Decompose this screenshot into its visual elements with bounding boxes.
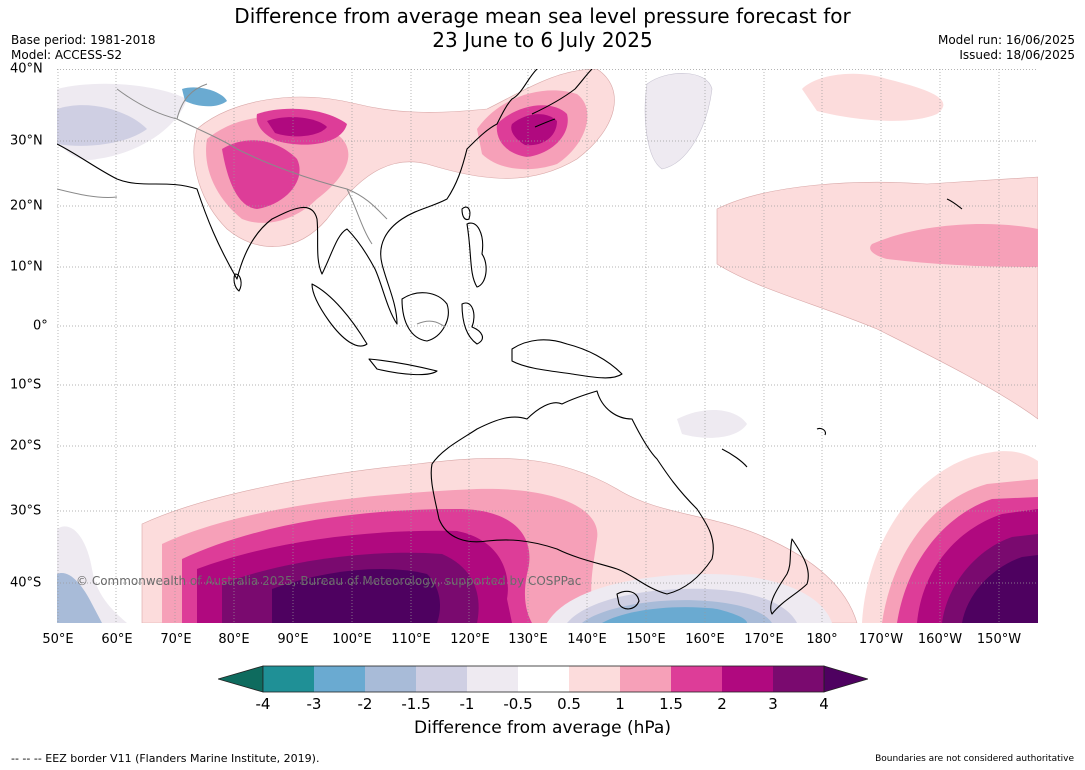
lon-label-150w: 150°W	[976, 632, 1022, 647]
anomaly-contour	[677, 409, 747, 438]
lat-label-10s: 10°S	[10, 377, 42, 393]
anomaly-contour	[222, 140, 300, 209]
colorbar-segment	[569, 666, 620, 692]
map-panel	[57, 69, 1038, 623]
lon-label-130e: 130°E	[508, 632, 548, 647]
title-line-2: 23 June to 6 July 2025	[432, 28, 653, 52]
anomaly-contour	[272, 569, 440, 623]
colorbar-extend-high	[823, 665, 868, 693]
lon-label-180: 180°	[806, 632, 838, 647]
new-zealand-coastline	[770, 538, 809, 615]
colorbar-label: -0.5	[503, 695, 533, 713]
colorbar-label: -4	[255, 695, 271, 713]
anomaly-contour	[802, 73, 944, 121]
colorbar-segment	[518, 666, 569, 692]
java-coastline	[368, 358, 438, 376]
colorbar-segment	[314, 666, 365, 692]
lon-label-90e: 90°E	[277, 632, 309, 647]
anomaly-contour	[57, 573, 102, 623]
lat-label-30n: 30°N	[10, 133, 43, 149]
lon-label-70e: 70°E	[160, 632, 192, 647]
lon-label-80e: 80°E	[218, 632, 250, 647]
colorbar-label: 4	[819, 695, 829, 713]
pressure-anomaly-map	[57, 69, 1038, 623]
anomaly-contour	[870, 224, 1038, 267]
colorbar-segment	[671, 666, 722, 692]
map-title: Difference from average mean sea level p…	[0, 4, 1085, 52]
issued-date: Issued: 18/06/2025	[959, 48, 1075, 62]
lat-label-40s: 40°S	[10, 575, 42, 591]
lon-label-160e: 160°E	[685, 632, 725, 647]
lon-label-150e: 150°E	[626, 632, 666, 647]
lat-label-20n: 20°N	[10, 198, 43, 214]
tasmania-coastline	[616, 590, 640, 610]
model-run: Model run: 16/06/2025	[937, 33, 1075, 47]
colorbar-segment	[365, 666, 416, 692]
hawaii-coastline	[946, 198, 963, 210]
boundaries-disclaimer: Boundaries are not considered authoritat…	[875, 754, 1074, 764]
colorbar-segment	[620, 666, 671, 692]
sulawesi-coastline	[461, 302, 483, 345]
copyright-credit: © Commonwealth of Australia 2025, Bureau…	[76, 574, 582, 588]
anomaly-contour	[267, 117, 327, 137]
lon-label-170w: 170°W	[858, 632, 904, 647]
graticule	[57, 69, 1038, 623]
lat-label-40n: 40°N	[10, 61, 43, 77]
colorbar-segment	[467, 666, 518, 692]
colorbar-label: -1	[459, 695, 475, 713]
anomaly-contour	[602, 607, 747, 623]
colorbar-label: 1	[615, 695, 625, 713]
japan-coastline	[531, 69, 593, 128]
anomaly-contour	[962, 555, 1038, 623]
coastlines	[57, 69, 963, 615]
colorbar-label: -2	[357, 695, 373, 713]
anomaly-contour	[511, 114, 557, 146]
colorbar-label: -3	[306, 695, 322, 713]
colorbar-segment	[773, 666, 824, 692]
colorbar-label: 2	[717, 695, 727, 713]
lon-label-50e: 50°E	[42, 632, 74, 647]
anomaly-contour	[57, 105, 147, 146]
country-borders	[57, 83, 446, 328]
anomaly-contour	[644, 73, 713, 170]
colorbar-label: 3	[768, 695, 778, 713]
lon-label-110e: 110°E	[391, 632, 431, 647]
new-caledonia-coastline	[721, 448, 748, 468]
new-guinea-coastline	[511, 339, 623, 379]
lon-label-140e: 140°E	[567, 632, 607, 647]
lon-label-120e: 120°E	[450, 632, 490, 647]
colorbar-label: 1.5	[659, 695, 683, 713]
anomaly-contour	[716, 176, 1038, 420]
sumatra-coastline	[311, 283, 368, 347]
lon-label-100e: 100°E	[332, 632, 372, 647]
asia-coastline	[57, 69, 538, 325]
taiwan-coastline	[461, 206, 471, 221]
australia-coastline	[430, 390, 714, 595]
lat-label-10n: 10°N	[10, 259, 43, 275]
lat-label-0: 0°	[33, 318, 48, 334]
colorbar-segment	[416, 666, 467, 692]
lon-label-170e: 170°E	[744, 632, 784, 647]
lon-label-60e: 60°E	[101, 632, 133, 647]
sri-lanka-coastline	[233, 273, 242, 292]
lon-label-160w: 160°W	[917, 632, 963, 647]
colorbar-title: Difference from average (hPa)	[414, 718, 671, 738]
model-name: Model: ACCESS-S2	[11, 48, 123, 62]
colorbar-segment	[263, 666, 314, 692]
borneo-coastline	[401, 292, 449, 342]
fiji-coastline	[816, 427, 826, 436]
colorbar	[218, 665, 868, 693]
anomaly-contour	[182, 87, 227, 107]
colorbar-segment	[722, 666, 773, 692]
colorbar-label: -1.5	[401, 695, 431, 713]
title-line-1: Difference from average mean sea level p…	[234, 4, 851, 28]
lat-label-20s: 20°S	[10, 438, 42, 454]
eez-border-note: -- -- -- EEZ border V11 (Flanders Marine…	[11, 752, 320, 765]
philippines-coastline	[466, 222, 487, 288]
colorbar-extend-low	[218, 665, 264, 693]
colorbar-label: 0.5	[557, 695, 581, 713]
lat-label-30s: 30°S	[10, 503, 42, 519]
base-period: Base period: 1981-2018	[11, 33, 156, 47]
